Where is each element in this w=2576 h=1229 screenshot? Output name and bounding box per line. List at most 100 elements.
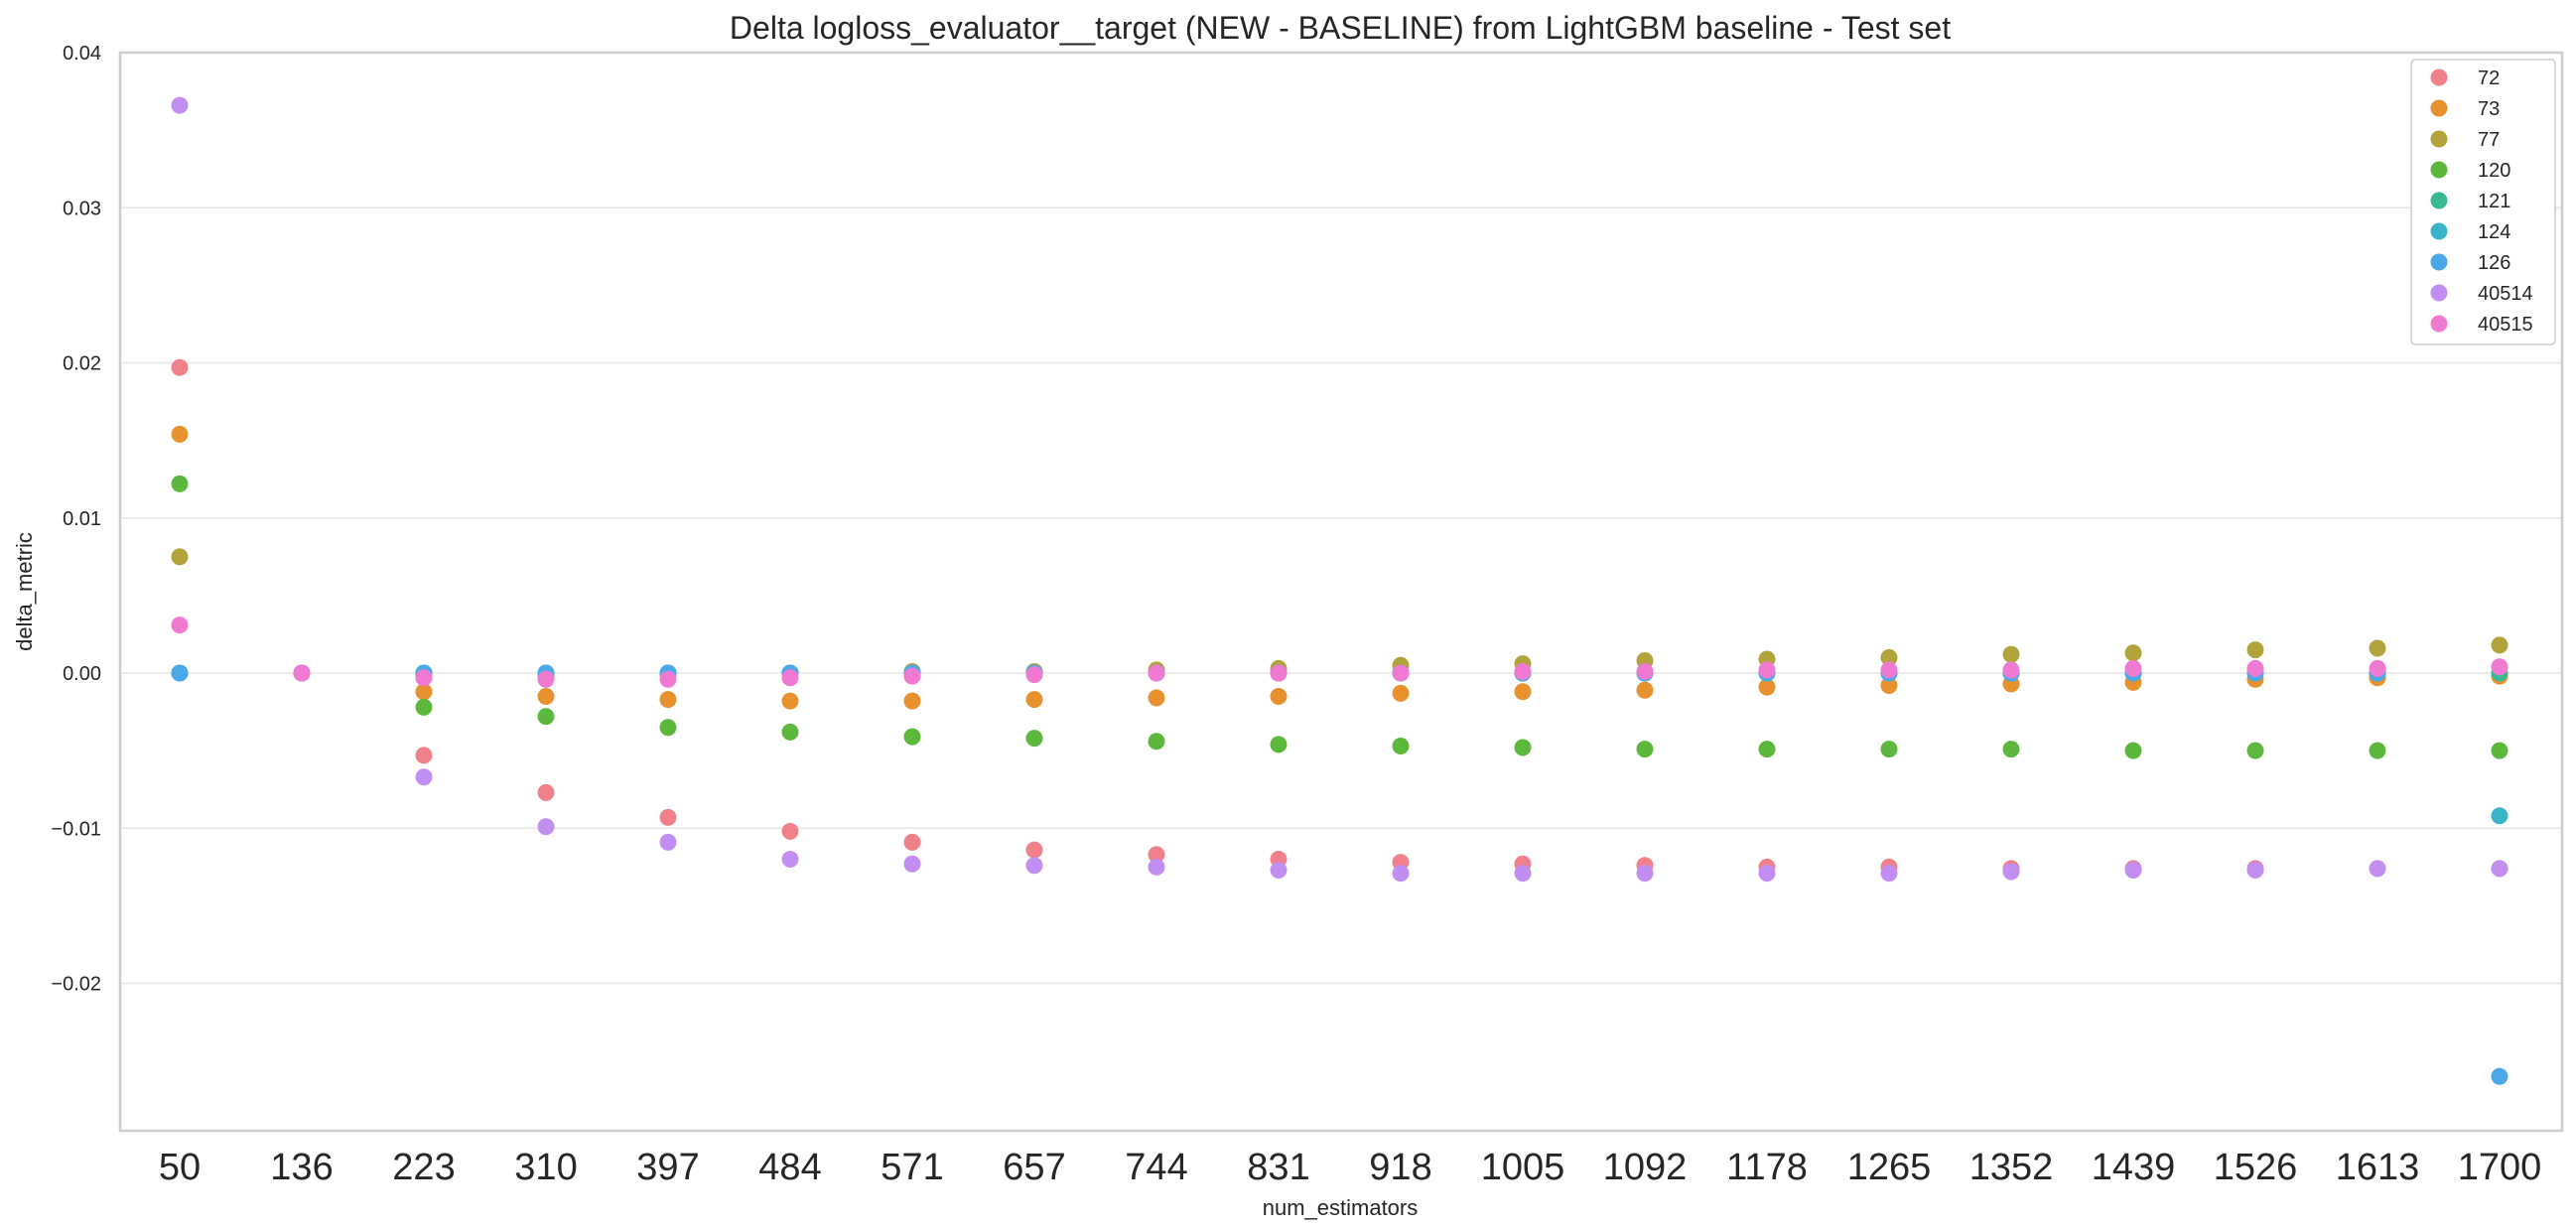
data-point-77	[2124, 644, 2142, 662]
data-point-40515	[2369, 659, 2386, 677]
legend-label-124: 124	[2478, 221, 2510, 243]
y-tick-label: 0.04	[63, 43, 101, 65]
data-point-120	[659, 719, 677, 737]
data-point-40514	[2491, 860, 2508, 878]
legend-marker-40514	[2430, 284, 2448, 302]
data-point-40515	[1880, 661, 1898, 679]
data-point-40514	[1392, 865, 1410, 883]
data-point-77	[2246, 641, 2264, 659]
data-point-72	[903, 833, 921, 851]
data-point-40514	[659, 833, 677, 851]
data-point-77	[1880, 648, 1898, 666]
data-point-40515	[1636, 662, 1654, 680]
x-tick-label: 1178	[1726, 1147, 1808, 1188]
legend-label-40515: 40515	[2478, 314, 2533, 336]
data-point-40515	[1025, 666, 1043, 684]
x-axis-label: num_estimators	[1263, 1195, 1419, 1220]
data-point-40514	[1148, 858, 1165, 876]
x-tick-label: 1439	[2092, 1147, 2176, 1188]
x-tick-label: 1092	[1603, 1147, 1688, 1188]
x-tick-label: 1613	[2336, 1147, 2420, 1188]
data-point-40514	[2369, 860, 2386, 878]
legend: 72 73 77 120 121 124 126 40514 40515	[2410, 59, 2556, 345]
data-point-73	[1392, 684, 1410, 702]
data-point-72	[1148, 846, 1165, 864]
data-point-40514	[781, 851, 799, 869]
y-tick-label: 0.02	[63, 353, 101, 375]
data-point-40514	[1514, 865, 1532, 883]
x-tick-labels: 50 136 223 310 397 484 571 657 744 831 918 1005 1092…	[159, 1147, 2541, 1188]
data-point-73	[171, 425, 189, 443]
legend-label-77: 77	[2478, 129, 2500, 151]
data-point-40514	[171, 96, 189, 114]
data-point-73	[781, 692, 799, 710]
data-point-126	[2491, 1067, 2508, 1085]
data-point-40514	[1880, 865, 1898, 883]
data-point-73	[537, 687, 555, 705]
data-point-120	[2124, 742, 2142, 759]
legend-marker-120	[2430, 161, 2448, 179]
data-point-40515	[2124, 659, 2142, 677]
legend-marker-121	[2430, 192, 2448, 209]
legend-label-120: 120	[2478, 160, 2510, 182]
y-tick-labels: −0.02 −0.01 0.00 0.01 0.02 0.03 0.04	[51, 43, 101, 996]
data-point-40515	[2246, 659, 2264, 677]
grid-layer	[120, 52, 2562, 985]
data-point-120	[1514, 739, 1532, 756]
data-point-40514	[1270, 861, 1288, 879]
data-point-40515	[1514, 662, 1532, 680]
data-point-72	[415, 747, 433, 764]
data-point-72	[781, 822, 799, 840]
data-point-73	[1636, 681, 1654, 699]
x-tick-label: 484	[758, 1147, 821, 1188]
legend-marker-73	[2430, 99, 2448, 117]
data-point-120	[1270, 736, 1288, 753]
data-point-120	[415, 698, 433, 716]
x-tick-label: 397	[636, 1147, 699, 1188]
data-point-120	[1636, 741, 1654, 758]
data-point-40515	[293, 664, 311, 682]
data-point-40515	[171, 616, 189, 634]
data-point-77	[171, 548, 189, 566]
y-tick-label: −0.02	[51, 974, 101, 996]
data-point-126	[171, 664, 189, 682]
data-point-120	[2369, 742, 2386, 759]
data-point-40515	[415, 669, 433, 687]
legend-label-73: 73	[2478, 98, 2500, 120]
data-point-40515	[1148, 664, 1165, 682]
legend-marker-72	[2430, 68, 2448, 86]
data-point-73	[903, 692, 921, 710]
x-tick-label: 1700	[2458, 1147, 2542, 1188]
data-point-120	[2246, 742, 2264, 759]
x-tick-label: 1005	[1481, 1147, 1565, 1188]
plot-frame	[118, 51, 2564, 1133]
data-point-40514	[1758, 865, 1776, 883]
x-tick-label: 310	[514, 1147, 577, 1188]
legend-label-72: 72	[2478, 68, 2500, 89]
data-point-40515	[781, 669, 799, 687]
data-point-40514	[903, 855, 921, 873]
data-point-73	[415, 683, 433, 701]
data-point-120	[2491, 742, 2508, 759]
data-point-77	[2002, 645, 2020, 663]
x-tick-label: 744	[1125, 1147, 1187, 1188]
data-point-73	[659, 691, 677, 709]
legend-marker-126	[2430, 253, 2448, 271]
data-point-77	[2491, 636, 2508, 654]
data-points	[171, 96, 2508, 1085]
data-point-40515	[1392, 664, 1410, 682]
x-tick-label: 136	[270, 1147, 333, 1188]
data-point-40514	[1025, 857, 1043, 875]
legend-box	[2410, 59, 2556, 345]
data-point-77	[2369, 639, 2386, 657]
data-point-40514	[2124, 861, 2142, 879]
data-point-40514	[2246, 861, 2264, 879]
data-point-72	[1025, 841, 1043, 859]
legend-label-126: 126	[2478, 252, 2510, 274]
legend-marker-40515	[2430, 315, 2448, 333]
x-tick-label: 1526	[2214, 1147, 2298, 1188]
data-point-120	[1148, 733, 1165, 751]
data-point-72	[171, 358, 189, 376]
